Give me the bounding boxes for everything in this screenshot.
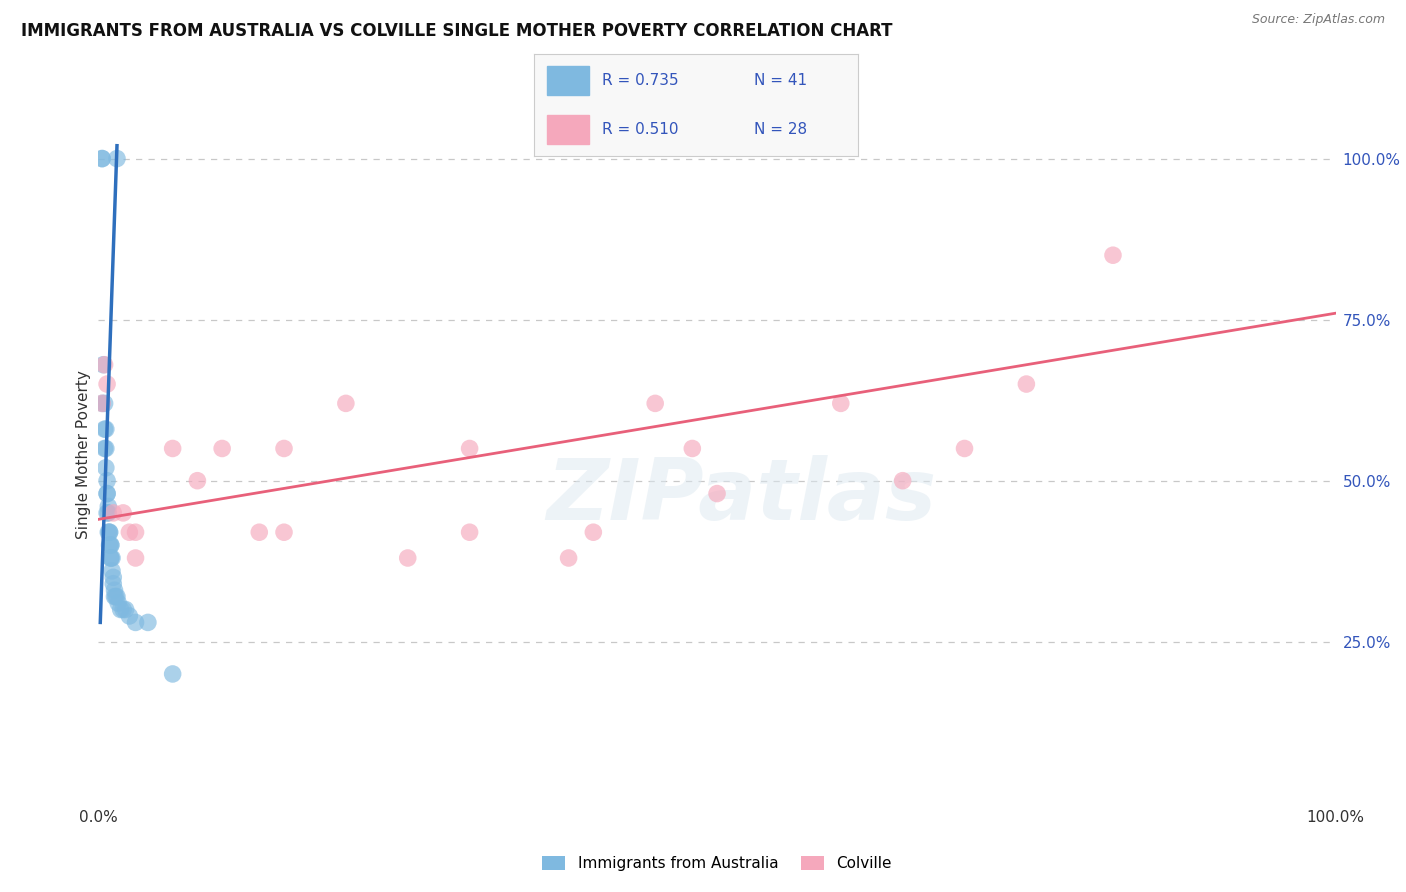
Point [103,506,125,520]
Point [582,525,605,540]
Text: N = 41: N = 41 [754,72,807,87]
Point [98,538,121,552]
Point [112,602,135,616]
Point [162,442,184,456]
Point [98,525,121,540]
Point [94,422,117,436]
Point [104,590,127,604]
Point [105,590,128,604]
Point [124,615,146,630]
Point [124,525,146,540]
Point [953,442,976,456]
Point [93,422,115,436]
Text: N = 28: N = 28 [754,122,807,137]
Bar [547,66,589,95]
Point [706,486,728,500]
Point [96,486,118,500]
Point [247,525,270,540]
Point [103,576,125,591]
Point [94,460,117,475]
Point [96,486,118,500]
Point [101,564,124,578]
Point [94,442,117,456]
Point [162,667,184,681]
Point [93,442,115,456]
Point [136,615,159,630]
Point [97,500,120,514]
Point [107,596,129,610]
Point [103,590,125,604]
Point [891,474,914,488]
Y-axis label: Single Mother Poverty: Single Mother Poverty [76,370,91,540]
Point [96,506,118,520]
Point [118,609,141,624]
Point [644,396,666,410]
Point [273,442,295,456]
Text: Source: ZipAtlas.com: Source: ZipAtlas.com [1251,13,1385,27]
Point [103,570,125,584]
Point [1015,377,1038,392]
Point [458,525,481,540]
Point [91,152,114,166]
Point [96,377,118,392]
Point [93,358,115,372]
Bar [547,115,589,144]
Point [124,551,146,566]
Point [101,551,124,566]
Point [100,551,122,566]
Point [1102,248,1125,262]
Point [100,538,122,552]
Point [830,396,852,410]
Point [100,551,122,566]
Point [97,525,120,540]
Point [681,442,703,456]
Point [105,152,128,166]
Point [103,583,125,598]
Text: ZIPatlas: ZIPatlas [547,455,936,538]
Point [458,442,481,456]
Point [91,396,114,410]
Point [100,538,122,552]
Legend: Immigrants from Australia, Colville: Immigrants from Australia, Colville [534,848,900,879]
Point [91,396,114,410]
Text: IMMIGRANTS FROM AUSTRALIA VS COLVILLE SINGLE MOTHER POVERTY CORRELATION CHART: IMMIGRANTS FROM AUSTRALIA VS COLVILLE SI… [21,22,893,40]
Point [93,358,115,372]
Point [98,525,121,540]
Point [91,152,114,166]
Point [186,474,208,488]
Point [335,396,357,410]
Point [211,442,233,456]
Point [396,551,419,566]
Point [97,506,120,520]
Point [96,474,118,488]
Point [273,525,295,540]
Point [557,551,579,566]
Text: R = 0.735: R = 0.735 [602,72,679,87]
Point [112,506,135,520]
Point [114,602,136,616]
Point [118,525,141,540]
Point [110,602,132,616]
Text: R = 0.510: R = 0.510 [602,122,679,137]
Point [93,396,115,410]
